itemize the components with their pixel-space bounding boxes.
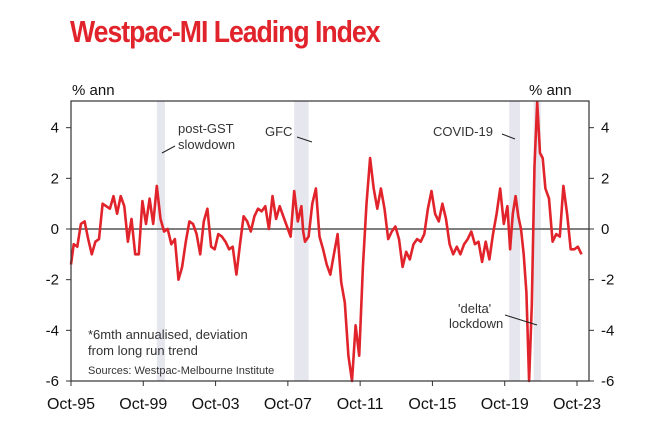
- x-tick-label: Oct-23: [553, 396, 601, 413]
- source-note: Sources: Westpac-Melbourne Institute: [88, 365, 274, 377]
- y-tick-label-right: -4: [601, 322, 614, 339]
- shaded-period-2: [509, 101, 521, 381]
- annotation-post-gst-line2: slowdown: [178, 137, 235, 152]
- x-tick-label: Oct-19: [481, 396, 529, 413]
- y-axis-right: 4 2 0 -2 -4 -6: [589, 120, 614, 390]
- annotation-gfc-leader: [296, 136, 313, 143]
- x-axis: Oct-95 Oct-99 Oct-03 Oct-07 Oct-11 Oct-15 Oct-…: [47, 381, 601, 413]
- y-axis-label-left: % ann: [72, 82, 115, 99]
- y-tick-label-left: -4: [46, 322, 59, 339]
- series-line: [69, 101, 583, 383]
- y-tick-label-left: 4: [51, 120, 59, 137]
- footnote-line1: *6mth annualised, deviation: [88, 327, 248, 342]
- x-tick-label: Oct-99: [119, 396, 167, 413]
- annotation-post-gst-line1: post-GST: [178, 121, 234, 136]
- y-axis-left: 4 2 0 -2 -4 -6: [46, 120, 71, 390]
- annotation-covid: COVID-19: [433, 124, 493, 139]
- annotation-post-gst-leader: [161, 145, 176, 154]
- y-tick-label-left: -6: [46, 373, 59, 390]
- chart-title: Westpac-MI Leading Index: [70, 14, 381, 49]
- x-tick-label: Oct-15: [408, 396, 456, 413]
- annotation-delta-line2: lockdown: [449, 316, 503, 331]
- annotation-covid-leader: [501, 133, 516, 140]
- shaded-period-1: [294, 101, 309, 381]
- x-tick-label: Oct-07: [264, 396, 312, 413]
- y-tick-label-right: 0: [601, 221, 609, 238]
- shaded-period-0: [156, 101, 165, 381]
- annotation-delta-leader: [504, 314, 538, 326]
- annotation-gfc: GFC: [265, 124, 292, 139]
- x-tick-label: Oct-95: [47, 396, 95, 413]
- y-tick-label-right: 2: [601, 170, 609, 187]
- footnote-line2: from long run trend: [88, 343, 198, 358]
- y-tick-label-right: -6: [601, 373, 614, 390]
- plot-frame: [70, 100, 590, 382]
- y-tick-label-left: 0: [51, 221, 59, 238]
- y-tick-label-right: 4: [601, 120, 609, 137]
- y-tick-label-left: 2: [51, 170, 59, 187]
- y-tick-label-right: -2: [601, 272, 614, 289]
- y-axis-label-right: % ann: [529, 82, 572, 99]
- y-tick-label-left: -2: [46, 272, 59, 289]
- annotation-delta-line1: 'delta': [458, 301, 491, 316]
- x-tick-label: Oct-03: [192, 396, 240, 413]
- shaded-period-3: [533, 101, 541, 381]
- x-tick-label: Oct-11: [337, 396, 384, 413]
- shaded-periods: [156, 101, 541, 381]
